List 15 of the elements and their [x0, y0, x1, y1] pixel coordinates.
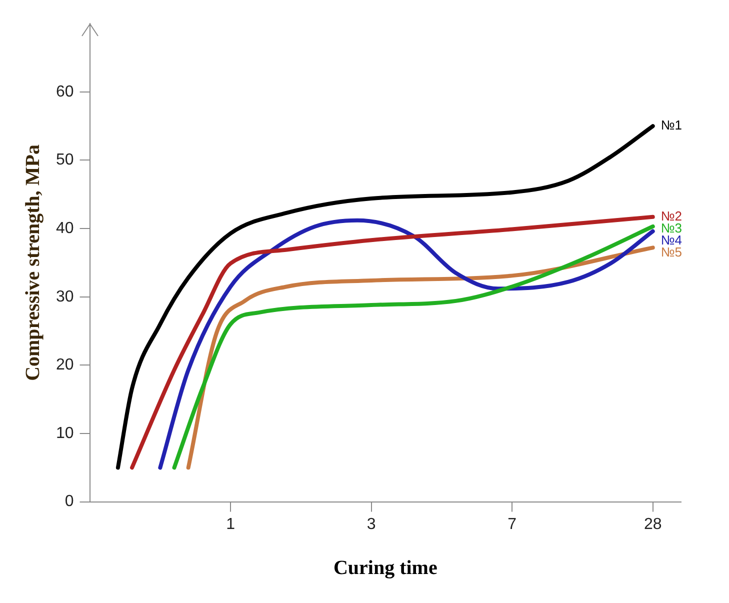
line-series — [116, 124, 655, 470]
y-tick-label: 50 — [56, 152, 74, 169]
y-tick-label: 60 — [56, 83, 74, 100]
x-tick-label: 28 — [644, 516, 662, 533]
y-tick-label: 0 — [64, 493, 74, 510]
y-tick-label: 30 — [56, 288, 74, 306]
x-tick-label: 3 — [366, 516, 376, 533]
x-tick-label: 1 — [226, 516, 236, 533]
x-axis-title: Curing time — [333, 557, 438, 580]
y-tick-label: 20 — [56, 356, 74, 374]
y-tick-label: 40 — [56, 220, 74, 237]
y-axis-title: Compressive strength, MPa — [22, 144, 44, 381]
x-tick-label: 7 — [508, 516, 517, 533]
series-label: №1 — [660, 118, 682, 133]
y-tick-label: 10 — [56, 424, 74, 442]
